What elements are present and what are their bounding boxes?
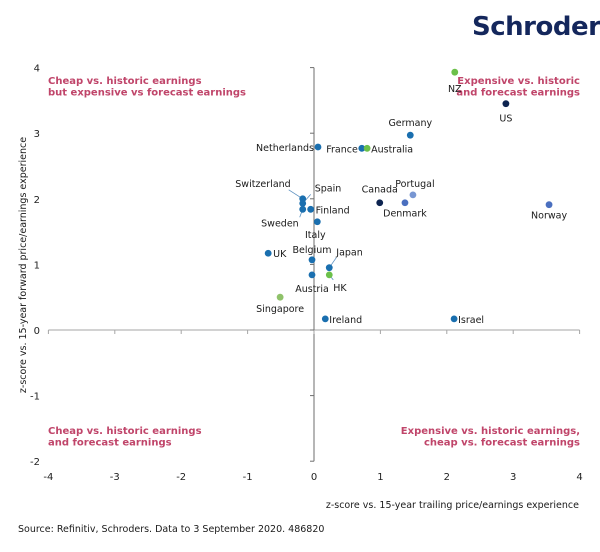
point-label-australia: Australia <box>371 144 413 155</box>
data-point-singapore <box>276 293 284 301</box>
point-label-spain: Spain <box>315 183 342 194</box>
data-point-sweden <box>299 205 307 213</box>
point-label-canada: Canada <box>362 185 398 196</box>
data-point-denmark <box>401 199 409 207</box>
quadrant-label-top-left: Cheap vs. historic earnings <box>48 76 202 87</box>
schroders-logo: Schroders <box>472 12 600 42</box>
quadrant-label-top-right: and forecast earnings <box>456 88 580 99</box>
y-tick-label: -1 <box>30 392 40 403</box>
point-label-denmark: Denmark <box>383 209 427 220</box>
point-labels: NZ US Germany Netherlands France Australia Can… <box>235 84 567 326</box>
point-label-sweden: Sweden <box>261 218 299 229</box>
y-tick-label: 1 <box>34 260 40 271</box>
y-axis-label: z-score vs. 15-year forward price/earnin… <box>18 137 29 393</box>
axes: -4 -3 -2 -1 0 1 2 3 4 4 3 2 1 0 -1 -2 <box>30 64 583 483</box>
data-point-israel <box>450 315 458 323</box>
point-label-uk: UK <box>273 249 287 260</box>
quadrant-label-bottom-left: Cheap vs. historic earnings <box>48 426 202 437</box>
data-point-hk <box>325 271 333 279</box>
quadrant-label-top-left: but expensive vs forecast earnings <box>48 88 246 99</box>
x-tick-label: -2 <box>176 472 186 483</box>
point-label-israel: Israel <box>458 315 484 326</box>
y-tick-label: 3 <box>34 129 40 140</box>
data-point-austria <box>308 271 316 279</box>
data-point-netherlands <box>314 143 322 151</box>
point-label-ireland: Ireland <box>329 315 362 326</box>
quadrant-label-top-right: Expensive vs. historic <box>457 76 580 87</box>
point-label-belgium: Belgium <box>293 245 332 256</box>
x-tick-label: 3 <box>510 472 516 483</box>
data-point-nz <box>451 68 459 76</box>
y-tick-label: 0 <box>34 326 40 337</box>
point-label-germany: Germany <box>388 118 432 129</box>
point-label-japan: Japan <box>335 248 363 259</box>
data-point-japan <box>325 264 333 272</box>
point-label-france: France <box>326 144 358 155</box>
source-note: Source: Refinitiv, Schroders. Data to 3 … <box>18 524 325 535</box>
data-point-portugal <box>409 191 417 199</box>
data-points <box>264 68 553 323</box>
point-label-us: US <box>499 114 512 125</box>
x-tick-label: 4 <box>576 472 582 483</box>
point-label-switzerland: Switzerland <box>235 179 290 190</box>
x-tick-label: -3 <box>110 472 120 483</box>
data-point-germany <box>406 131 414 139</box>
point-label-norway: Norway <box>531 211 567 222</box>
point-label-finland: Finland <box>316 205 350 216</box>
quadrant-label-bottom-left: and forecast earnings <box>48 438 172 449</box>
x-tick-label: 1 <box>377 472 383 483</box>
data-point-belgium <box>308 256 316 264</box>
point-label-singapore: Singapore <box>256 304 304 315</box>
point-label-nz: NZ <box>448 84 462 95</box>
y-tick-label: -2 <box>30 457 40 468</box>
point-label-netherlands: Netherlands <box>256 143 314 154</box>
point-label-portugal: Portugal <box>395 179 434 190</box>
y-tick-label: 2 <box>34 195 40 206</box>
x-tick-label: 2 <box>444 472 450 483</box>
data-point-australia <box>363 144 371 152</box>
x-tick-label: -1 <box>243 472 253 483</box>
y-tick-label: 4 <box>34 64 40 75</box>
x-tick-label: 0 <box>311 472 317 483</box>
quadrant-label-bottom-right: cheap vs. forecast earnings <box>424 438 580 449</box>
data-point-canada <box>376 199 384 207</box>
data-point-us <box>502 100 510 108</box>
point-label-austria: Austria <box>295 284 329 295</box>
x-tick-label: -4 <box>43 472 53 483</box>
data-point-france <box>358 144 366 152</box>
point-label-italy: Italy <box>305 230 326 241</box>
x-axis-label: z-score vs. 15-year trailing price/earni… <box>326 500 579 511</box>
data-point-italy <box>313 218 321 226</box>
data-point-spain <box>299 199 307 207</box>
quadrant-label-bottom-right: Expensive vs. historic earnings, <box>401 426 580 437</box>
data-point-finland <box>307 205 315 213</box>
point-label-hk: HK <box>333 283 347 294</box>
data-point-norway <box>545 201 553 209</box>
data-point-ireland <box>321 315 329 323</box>
data-point-uk <box>264 249 272 257</box>
